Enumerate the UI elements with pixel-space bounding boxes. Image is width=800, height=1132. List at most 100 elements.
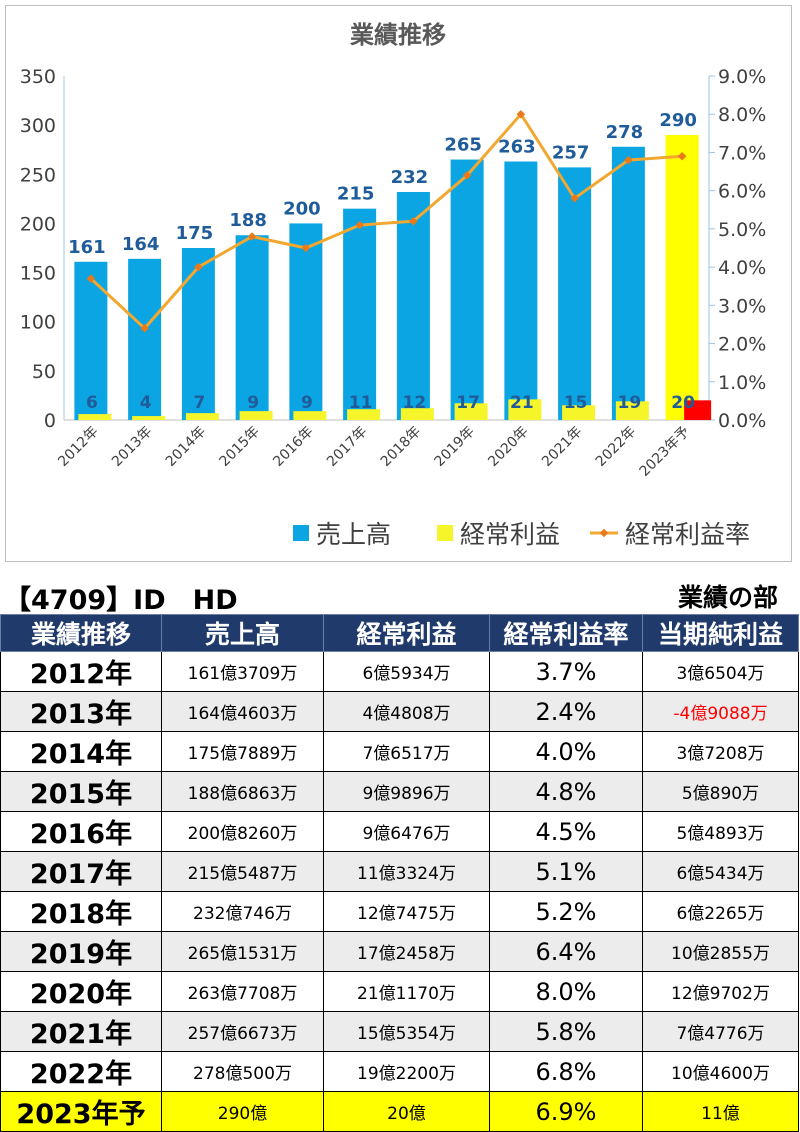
- cell-year: 2014年: [0, 731, 162, 772]
- x-category-label: 2018年: [378, 424, 424, 470]
- cell-ordinary-profit: 15億5354万: [323, 1011, 490, 1052]
- header-sales: 売上高: [161, 614, 324, 652]
- profit-rate-marker: [194, 262, 203, 272]
- legend-rate-label: 経常利益率: [625, 520, 750, 549]
- x-category-label: 2012年: [55, 424, 101, 470]
- cell-year: 2019年: [0, 931, 162, 972]
- x-category-label: 2017年: [324, 424, 370, 470]
- profit-data-label: 9: [301, 393, 313, 413]
- profit-bar: [78, 414, 112, 420]
- profit-data-label: 11: [349, 393, 373, 413]
- x-category-label: 2021年: [539, 424, 585, 470]
- table-row: 2019年 265億1531万 17億2458万 6.4% 10億2855万: [0, 931, 799, 972]
- y-left-tick-label: 350: [20, 66, 56, 88]
- x-category-label: 2016年: [270, 424, 316, 470]
- y-left-tick-label: 0: [44, 410, 56, 432]
- sales-bar: [611, 146, 645, 420]
- profit-bar: [400, 408, 434, 420]
- table-row: 2018年 232億746万 12億7475万 5.2% 6億2265万: [0, 891, 799, 932]
- cell-profit-rate: 4.0%: [489, 731, 643, 772]
- cell-profit-rate: 6.9%: [489, 1091, 643, 1132]
- cell-sales: 175億7889万: [161, 731, 324, 772]
- y-right-tick-label: 5.0%: [718, 219, 766, 241]
- cell-year: 2013年: [0, 691, 162, 732]
- profit-bar: [293, 411, 327, 420]
- y-right-tick-label: 4.0%: [718, 257, 766, 279]
- profit-rate-marker: [247, 232, 257, 241]
- profit-bar: [239, 411, 273, 420]
- cell-sales: 161億3709万: [161, 651, 324, 692]
- cell-ordinary-profit: 17億2458万: [323, 931, 490, 972]
- profit-data-label: 17: [456, 393, 480, 413]
- y-left-tick-label: 100: [20, 312, 56, 334]
- profit-data-label: 20: [671, 393, 695, 413]
- cell-year: 2020年: [0, 971, 162, 1012]
- cell-net-income: 10億2855万: [642, 931, 799, 972]
- profit-rate-line: [89, 111, 683, 331]
- x-category-label: 2020年: [485, 424, 531, 470]
- section-label: 業績の部: [677, 583, 778, 612]
- y-right-tick-label: 1.0%: [718, 372, 766, 394]
- cell-sales: 265億1531万: [161, 931, 324, 972]
- cell-sales: 200億8260万: [161, 811, 324, 852]
- cell-sales: 290億: [161, 1091, 324, 1132]
- sales-data-label: 200: [283, 198, 321, 219]
- legend-sales-swatch: [293, 525, 309, 541]
- profit-rate-marker: [355, 220, 364, 230]
- profit-rate-marker: [140, 324, 149, 333]
- sales-bar: [235, 235, 269, 420]
- header-ordinary-profit: 経常利益: [323, 614, 490, 652]
- sales-bar: [450, 159, 484, 421]
- cell-year: 2021年: [0, 1011, 162, 1052]
- profit-rate-marker: [301, 243, 311, 253]
- cell-year: 2023年予: [0, 1091, 162, 1132]
- table-row: 2012年 161億3709万 6億5934万 3.7% 3億6504万: [0, 651, 799, 692]
- x-category-label: 2019年: [432, 424, 478, 470]
- profit-rate-marker: [462, 171, 472, 180]
- cell-year: 2012年: [0, 651, 162, 692]
- table-row: 2013年 164億4603万 4億4808万 2.4% -4億9088万: [0, 691, 799, 732]
- cell-ordinary-profit: 19億2200万: [323, 1051, 490, 1092]
- sales-bar: [181, 248, 215, 420]
- profit-rate-marker: [86, 274, 96, 283]
- sales-data-label: 263: [498, 137, 536, 158]
- y-right-tick-label: 8.0%: [718, 104, 766, 126]
- sales-bar: [128, 258, 162, 420]
- combo-chart: 業績推移 0 50 100 150 200 250 300 350 0.0% 1.0% 2.0% 3.0…: [20, 21, 767, 549]
- results-table: 業績推移 売上高 経常利益 経常利益率 当期純利益 2012年 161億3709万…: [0, 614, 799, 1132]
- cell-year: 2022年: [0, 1051, 162, 1092]
- profit-data-label: 12: [403, 393, 427, 413]
- sales-data-label: 188: [229, 210, 267, 231]
- cell-net-income: 12億9702万: [642, 971, 799, 1012]
- sales-data-label: 164: [122, 234, 160, 255]
- cell-ordinary-profit: 9億6476万: [323, 811, 490, 852]
- cell-profit-rate: 4.5%: [489, 811, 643, 852]
- profit-data-label: 4: [140, 393, 152, 413]
- profit-rate-marker: [409, 217, 418, 226]
- cell-profit-rate: 3.7%: [489, 651, 643, 692]
- cell-net-income: 3億7208万: [642, 731, 799, 772]
- profit-bar: [562, 405, 596, 420]
- y-right-tick-label: 7.0%: [718, 142, 766, 164]
- cell-profit-rate: 8.0%: [489, 971, 643, 1012]
- cell-net-income: 7億4776万: [642, 1011, 799, 1052]
- profit-bar: [132, 416, 166, 420]
- table-row: 2021年 257億6673万 15億5354万 5.8% 7億4776万: [0, 1011, 799, 1052]
- sales-bar: [665, 134, 699, 420]
- table-row: 2017年 215億5487万 11億3324万 5.1% 6億5434万: [0, 851, 799, 892]
- cell-year: 2015年: [0, 771, 162, 812]
- y-left-tick-label: 50: [32, 361, 56, 383]
- profit-data-label: 19: [618, 393, 642, 413]
- cell-net-income: -4億9088万: [642, 691, 799, 732]
- chart-title: 業績推移: [350, 21, 446, 49]
- table-row: 2016年 200億8260万 9億6476万 4.5% 5億4893万: [0, 811, 799, 852]
- cell-sales: 263億7708万: [161, 971, 324, 1012]
- cell-sales: 278億500万: [161, 1051, 324, 1092]
- table-header-row: 業績推移 売上高 経常利益 経常利益率 当期純利益: [0, 614, 799, 652]
- x-category-label: 2013年: [109, 424, 155, 470]
- y-left-tick-label: 150: [20, 263, 56, 285]
- sales-data-label: 265: [444, 135, 482, 156]
- header-net-income: 当期純利益: [642, 614, 799, 652]
- cell-sales: 164億4603万: [161, 691, 324, 732]
- y-left-tick-label: 300: [20, 115, 56, 137]
